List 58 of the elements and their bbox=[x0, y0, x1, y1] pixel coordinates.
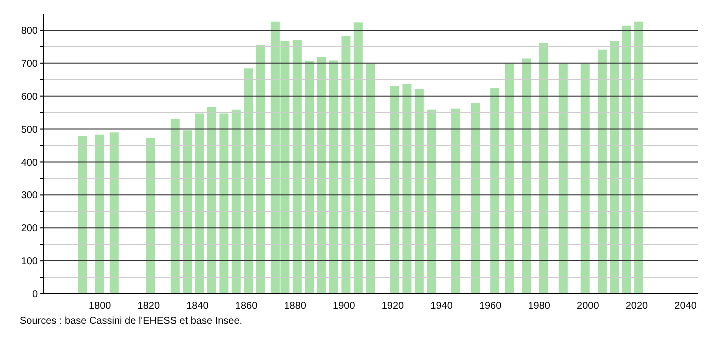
x-tick-label: 1960 bbox=[479, 301, 502, 312]
bar bbox=[78, 136, 88, 294]
x-tick-label: 1880 bbox=[284, 301, 307, 312]
x-tick-label: 2000 bbox=[577, 301, 600, 312]
bar bbox=[292, 40, 302, 294]
source-note: Sources : base Cassini de l'EHESS et base Insee. bbox=[20, 316, 244, 327]
bar bbox=[256, 45, 266, 294]
bar bbox=[330, 60, 339, 294]
bar bbox=[170, 119, 180, 294]
y-tick-label: 100 bbox=[21, 256, 38, 268]
y-tick-label: 700 bbox=[21, 58, 38, 70]
y-tick-label: 300 bbox=[21, 190, 38, 202]
bar bbox=[195, 114, 204, 294]
bar bbox=[342, 36, 351, 294]
bar bbox=[580, 64, 590, 294]
y-tick-label: 200 bbox=[21, 224, 38, 235]
x-tick-label: 1940 bbox=[430, 301, 454, 312]
x-tick-label: 1860 bbox=[235, 301, 258, 312]
bar bbox=[634, 22, 644, 294]
bar bbox=[354, 22, 363, 294]
x-tick-label: 1980 bbox=[528, 301, 551, 312]
bar bbox=[95, 134, 104, 294]
bar bbox=[471, 103, 480, 294]
bar bbox=[305, 61, 314, 294]
y-tick-label: 500 bbox=[21, 124, 38, 136]
bar bbox=[366, 64, 376, 294]
bar bbox=[232, 110, 241, 294]
bar bbox=[244, 68, 254, 294]
bar bbox=[505, 64, 514, 294]
x-tick-label: 1800 bbox=[89, 301, 112, 312]
x-tick-label: 1840 bbox=[186, 301, 210, 312]
y-tick-label: 600 bbox=[21, 92, 38, 103]
bar bbox=[110, 132, 119, 294]
bar bbox=[622, 26, 632, 294]
bar bbox=[610, 41, 620, 294]
bar bbox=[427, 110, 436, 294]
bar bbox=[220, 114, 229, 294]
bar bbox=[146, 138, 156, 294]
bar bbox=[183, 130, 192, 294]
bar bbox=[598, 50, 607, 294]
x-tick-label: 1820 bbox=[138, 301, 160, 312]
bar bbox=[414, 89, 424, 294]
x-tick-label: 1920 bbox=[382, 301, 405, 312]
x-tick-label: 2020 bbox=[626, 301, 649, 312]
bar bbox=[402, 84, 412, 294]
bar bbox=[452, 108, 461, 294]
y-tick-label: 400 bbox=[21, 158, 38, 169]
y-tick-label: 0 bbox=[32, 290, 38, 301]
bar bbox=[490, 88, 500, 294]
x-tick-label: 1900 bbox=[333, 301, 356, 312]
bar bbox=[539, 42, 548, 294]
bar bbox=[317, 57, 326, 294]
x-tick-label: 2040 bbox=[674, 301, 698, 312]
bar bbox=[208, 108, 216, 294]
bar bbox=[522, 58, 532, 294]
y-tick-label: 800 bbox=[21, 26, 38, 38]
bar bbox=[558, 64, 568, 294]
bar bbox=[390, 86, 400, 294]
